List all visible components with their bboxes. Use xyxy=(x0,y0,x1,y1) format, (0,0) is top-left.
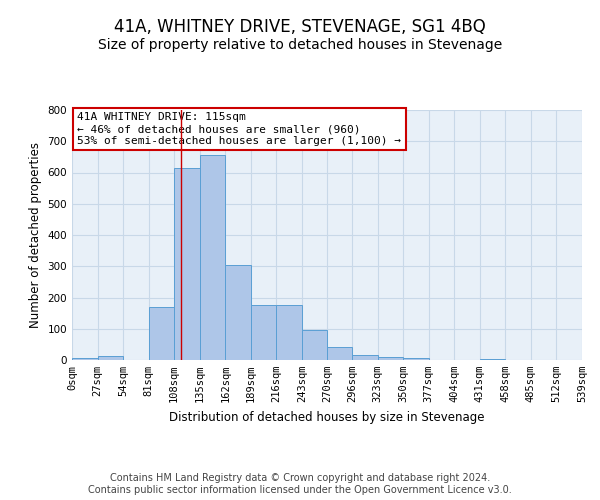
Bar xyxy=(480,359,505,360)
Text: 41A, WHITNEY DRIVE, STEVENAGE, SG1 4BQ: 41A, WHITNEY DRIVE, STEVENAGE, SG1 4BQ xyxy=(114,18,486,36)
Bar xyxy=(377,357,403,360)
Bar xyxy=(251,306,277,360)
Bar xyxy=(200,156,225,360)
Bar xyxy=(403,358,429,360)
Bar xyxy=(225,264,251,360)
Bar xyxy=(302,330,328,360)
Bar xyxy=(174,168,200,360)
Bar xyxy=(328,347,352,360)
Bar xyxy=(72,358,98,360)
Text: Size of property relative to detached houses in Stevenage: Size of property relative to detached ho… xyxy=(98,38,502,52)
X-axis label: Distribution of detached houses by size in Stevenage: Distribution of detached houses by size … xyxy=(169,410,485,424)
Bar xyxy=(98,356,123,360)
Bar xyxy=(149,307,174,360)
Bar xyxy=(277,306,302,360)
Y-axis label: Number of detached properties: Number of detached properties xyxy=(29,142,42,328)
Text: 41A WHITNEY DRIVE: 115sqm
← 46% of detached houses are smaller (960)
53% of semi: 41A WHITNEY DRIVE: 115sqm ← 46% of detac… xyxy=(77,112,401,146)
Text: Contains HM Land Registry data © Crown copyright and database right 2024.
Contai: Contains HM Land Registry data © Crown c… xyxy=(88,474,512,495)
Bar xyxy=(352,356,377,360)
